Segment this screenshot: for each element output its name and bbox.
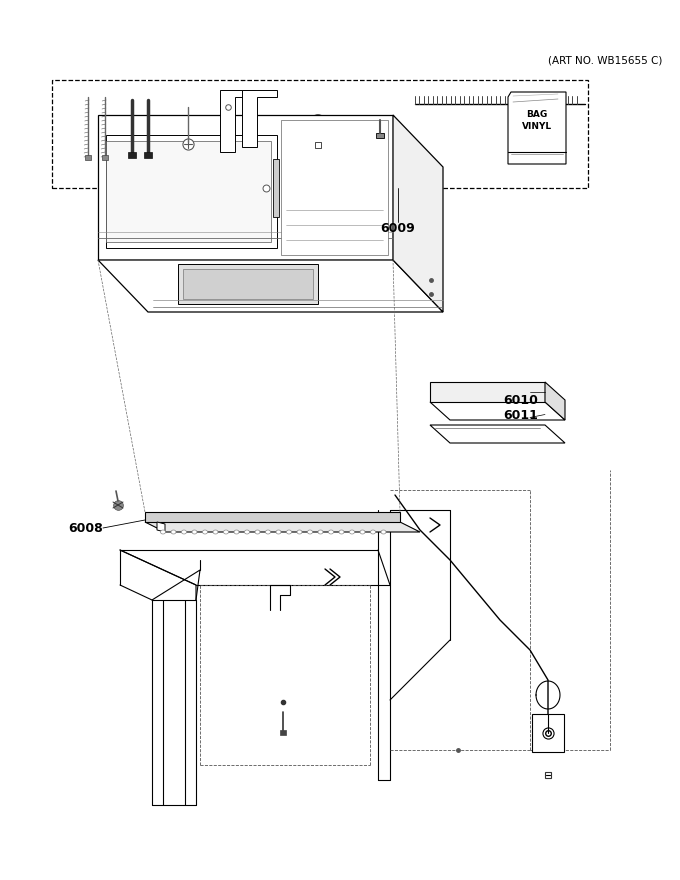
Polygon shape [183, 269, 313, 299]
Polygon shape [532, 714, 564, 752]
Ellipse shape [171, 530, 176, 534]
Ellipse shape [234, 530, 239, 534]
Polygon shape [106, 141, 271, 242]
Text: (ART NO. WB15655 C): (ART NO. WB15655 C) [548, 55, 662, 65]
Ellipse shape [182, 530, 186, 534]
Ellipse shape [203, 530, 207, 534]
Polygon shape [85, 155, 91, 160]
Polygon shape [106, 135, 277, 248]
Polygon shape [178, 264, 318, 304]
Polygon shape [281, 120, 388, 255]
Ellipse shape [328, 530, 333, 534]
Ellipse shape [265, 530, 271, 534]
Ellipse shape [255, 530, 260, 534]
Polygon shape [98, 115, 393, 260]
Polygon shape [144, 152, 152, 158]
Polygon shape [242, 90, 277, 147]
Polygon shape [128, 152, 136, 158]
Polygon shape [145, 522, 420, 532]
Polygon shape [430, 402, 565, 420]
Polygon shape [508, 92, 566, 164]
Text: 6008: 6008 [68, 522, 103, 534]
Polygon shape [280, 730, 286, 735]
Polygon shape [393, 115, 443, 312]
Bar [52, 80, 588, 188]
Polygon shape [376, 133, 384, 138]
Ellipse shape [350, 530, 354, 534]
Text: 6009: 6009 [381, 222, 415, 234]
Ellipse shape [360, 530, 365, 534]
Text: 6010: 6010 [503, 393, 538, 407]
Ellipse shape [224, 530, 228, 534]
Ellipse shape [192, 530, 197, 534]
Ellipse shape [371, 530, 375, 534]
Polygon shape [220, 90, 255, 152]
Ellipse shape [318, 530, 323, 534]
Ellipse shape [286, 530, 292, 534]
Polygon shape [430, 425, 565, 443]
Text: VINYL: VINYL [522, 121, 552, 130]
Ellipse shape [276, 530, 281, 534]
Ellipse shape [245, 530, 250, 534]
Polygon shape [430, 382, 545, 402]
Polygon shape [145, 512, 400, 522]
Polygon shape [102, 155, 108, 160]
Polygon shape [157, 522, 165, 532]
Text: BAG: BAG [526, 109, 547, 119]
Polygon shape [545, 382, 565, 420]
Polygon shape [98, 260, 443, 312]
Ellipse shape [339, 530, 344, 534]
Ellipse shape [307, 530, 313, 534]
Polygon shape [315, 142, 321, 148]
Polygon shape [273, 158, 279, 216]
Ellipse shape [160, 530, 165, 534]
Ellipse shape [381, 530, 386, 534]
Text: 6011: 6011 [503, 408, 538, 422]
Ellipse shape [213, 530, 218, 534]
Ellipse shape [297, 530, 302, 534]
